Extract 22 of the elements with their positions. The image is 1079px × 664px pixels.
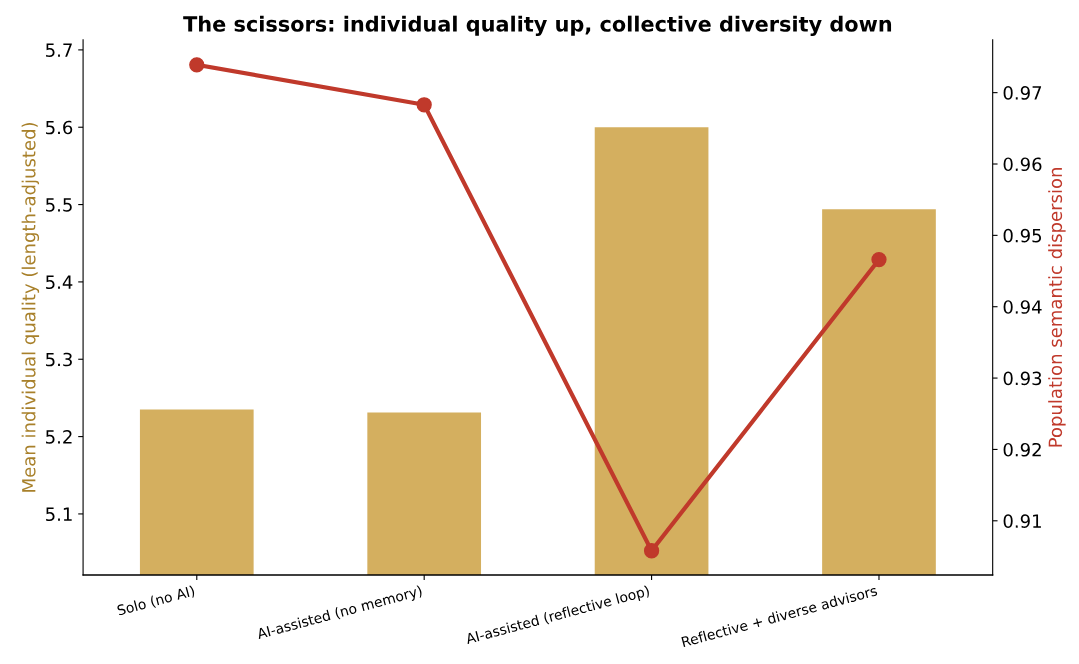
point (189, 57, 205, 73)
x-tick-label: Solo (no AI) (116, 585, 196, 618)
point (643, 543, 660, 559)
y-tick-label: 5.6 (46, 120, 73, 135)
point (871, 251, 887, 268)
y-tick-label: 5.7 (46, 43, 72, 58)
point (416, 97, 432, 113)
y2-axis-title: Population semantic dispersion (1048, 168, 1066, 447)
y2-tick-label: 0.91 (1003, 514, 1041, 528)
y-axis-title: Mean individual quality (length-adjusted) (21, 122, 40, 492)
y-tick-label: 5.1 (46, 507, 72, 522)
y2-tick-label: 0.92 (1003, 442, 1041, 457)
y-tick-label: 5.2 (46, 430, 72, 444)
chart-title: The scissors: individual quality up, collective diversity down (183, 15, 892, 36)
y-tick-label: 5.4 (46, 275, 73, 290)
y2-tick-label: 0.95 (1003, 228, 1042, 243)
y2-tick-label: 0.97 (1003, 86, 1042, 100)
y-tick-label: 5.5 (46, 198, 72, 212)
y2-tick-label: 0.94 (1003, 300, 1042, 314)
y2-tick-label: 0.93 (1003, 371, 1042, 386)
y2-tick-label: 0.96 (1003, 157, 1042, 172)
y-tick-label: 5.3 (46, 352, 72, 367)
